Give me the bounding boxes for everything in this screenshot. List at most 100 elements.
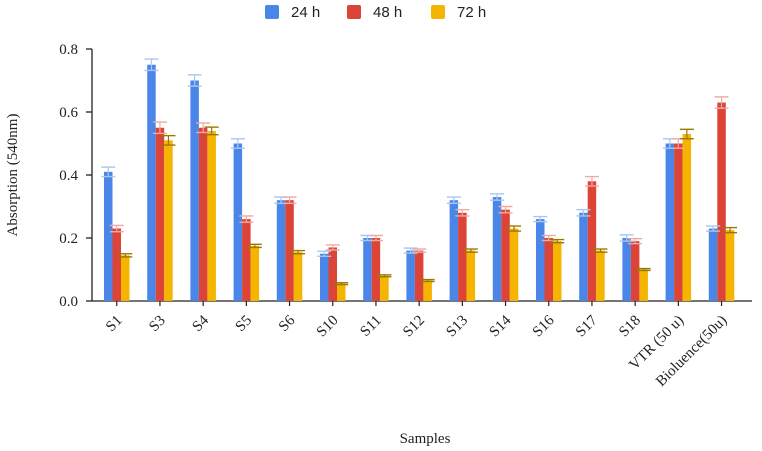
y-tick-label: 0.8: [59, 42, 78, 58]
bar-24h-7: [406, 250, 415, 301]
bar-24h-2: [190, 80, 199, 301]
bar-48h-3: [242, 219, 251, 301]
x-tick-label: S1: [103, 313, 126, 336]
bar-48h-11: [587, 181, 597, 301]
error-bar: [420, 278, 435, 283]
legend-item-72h: 72 h: [431, 4, 486, 21]
y-tick-label: 0.4: [59, 168, 78, 184]
bar-48h-10: [544, 238, 553, 301]
error-bar: [584, 175, 599, 187]
error-bar: [498, 205, 513, 214]
legend-swatch: [431, 5, 445, 19]
error-bar: [550, 238, 565, 244]
legend-label: 48 h: [373, 4, 402, 21]
error-bar: [230, 138, 245, 149]
bar-48h-6: [371, 238, 381, 301]
bar-48h-8: [458, 212, 467, 301]
bar-24h-1: [147, 64, 156, 301]
x-tick-label: S16: [530, 312, 558, 340]
y-tick-label: 0.0: [59, 294, 78, 310]
error-bar: [463, 248, 478, 253]
bar-24h-11: [579, 212, 588, 301]
error-bar: [118, 253, 133, 258]
error-bars: [101, 58, 738, 286]
error-bar: [636, 267, 651, 272]
bar-48h-0: [112, 228, 121, 301]
bar-72h-12: [639, 269, 648, 301]
x-tick-label: S17: [573, 312, 601, 340]
bar-72h-0: [121, 255, 130, 301]
bars: [104, 64, 735, 301]
bar-24h-13: [665, 143, 675, 301]
bar-24h-12: [622, 238, 631, 301]
error-bar: [490, 193, 505, 201]
error-bar: [317, 250, 332, 257]
y-tick-label: 0.2: [59, 231, 78, 247]
x-tick-label: S4: [189, 312, 212, 335]
bar-24h-5: [320, 253, 329, 301]
error-bar: [679, 128, 694, 140]
error-bar: [204, 126, 219, 136]
bar-24h-14: [708, 228, 718, 301]
bar-48h-9: [501, 209, 510, 301]
error-bar: [507, 225, 522, 232]
legend-swatch: [347, 5, 361, 19]
error-bar: [187, 74, 202, 87]
error-bar: [412, 248, 427, 253]
error-bar: [403, 247, 418, 254]
bar-72h-3: [250, 245, 260, 301]
bar-72h-2: [207, 130, 216, 301]
bar-72h-11: [596, 250, 605, 301]
error-bar: [368, 234, 383, 242]
error-bar: [706, 225, 721, 232]
bar-72h-7: [423, 280, 432, 301]
bar-48h-2: [198, 127, 208, 301]
error-bar: [291, 249, 306, 255]
bar-24h-9: [492, 197, 502, 301]
bar-72h-13: [682, 134, 692, 301]
x-tick-label: S5: [233, 313, 256, 336]
error-bar: [247, 243, 262, 249]
bar-72h-8: [466, 250, 476, 301]
error-bar: [446, 196, 461, 205]
bar-48h-5: [328, 247, 337, 301]
x-tick-label: S10: [314, 313, 342, 341]
error-bar: [377, 274, 392, 278]
x-tick-label: S11: [357, 313, 384, 340]
error-bar: [723, 226, 738, 234]
error-bar: [576, 208, 591, 217]
error-bar: [533, 215, 548, 223]
x-axis-label: Samples: [400, 431, 451, 447]
error-bar: [455, 208, 470, 217]
x-tick-label: S6: [276, 312, 299, 335]
x-tick-label: S3: [146, 313, 169, 336]
error-bar: [144, 58, 159, 72]
bar-72h-14: [725, 230, 735, 301]
bar-72h-4: [293, 252, 303, 301]
legend-swatch: [265, 5, 279, 19]
error-bar: [109, 224, 124, 233]
x-tick-label: S14: [487, 312, 515, 340]
legend-item-48h: 48 h: [347, 4, 402, 21]
error-bar: [714, 96, 729, 109]
bar-72h-5: [337, 283, 346, 301]
x-tick-label: S13: [443, 313, 471, 341]
x-tick-label: S18: [616, 313, 644, 341]
bar-24h-6: [363, 238, 372, 301]
bar-24h-4: [276, 200, 286, 301]
bar-72h-10: [553, 241, 562, 301]
error-bar: [101, 166, 116, 178]
error-bar: [593, 248, 608, 253]
bar-48h-4: [285, 200, 294, 301]
legend-label: 72 h: [457, 4, 486, 21]
error-bar: [239, 215, 254, 223]
legend-item-24h: 24 h: [265, 4, 320, 21]
bar-48h-1: [155, 127, 165, 301]
legend: 24 h 48 h 72 h: [265, 4, 486, 21]
error-bar: [161, 134, 176, 146]
bar-72h-9: [509, 228, 519, 301]
bar-72h-1: [164, 140, 173, 301]
bar-48h-12: [630, 241, 640, 301]
